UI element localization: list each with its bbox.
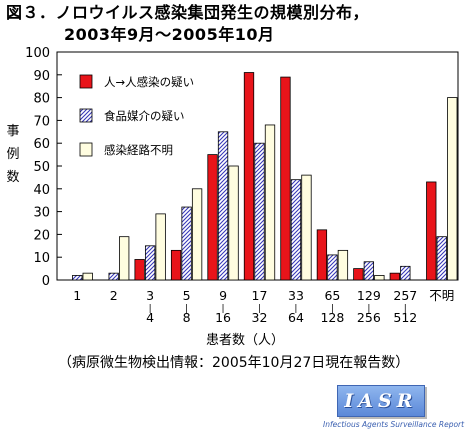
bar-red-6 [280, 76, 291, 281]
bar-red-5 [243, 72, 255, 281]
x-tick-label-2: 32 [252, 310, 268, 325]
bar-hatch-7 [327, 254, 338, 281]
x-range-separator: | [149, 304, 152, 314]
y-tick-label: 90 [33, 69, 50, 84]
legend-label-hatch: 食品媒介の疑い [104, 109, 185, 123]
y-tick-label: 70 [33, 114, 50, 129]
bar-cream-2 [155, 213, 166, 281]
bar-red-7 [316, 229, 328, 281]
bar-hatch-4 [217, 131, 229, 281]
x-tick-label-2: 256 [357, 310, 381, 325]
footnote: （病原微生物検出情報：2005年10月27日現在報告数） [58, 355, 410, 371]
legend-label-cream: 感染経路不明 [104, 143, 173, 157]
x-range-separator: | [222, 304, 225, 314]
bar-hatch-10 [436, 236, 447, 281]
bar-hatch-3 [181, 206, 192, 281]
title-line-1: 図３．ノロウイルス感染集団発生の規模別分布， [6, 3, 370, 22]
bar-red-3 [170, 249, 182, 281]
x-tick-label-2: 64 [288, 310, 304, 325]
x-range-separator: | [294, 304, 297, 314]
y-tick-label: 20 [33, 228, 50, 243]
y-tick-label: 80 [33, 92, 50, 107]
bar-cream-4 [228, 165, 239, 281]
y-tick-label: 0 [42, 274, 50, 289]
bar-hatch-5 [254, 142, 265, 281]
y-tick-label: 40 [33, 183, 50, 198]
x-tick-label: 65 [324, 288, 340, 303]
bar-hatch-6 [290, 179, 302, 281]
x-tick-label: 33 [288, 288, 304, 303]
legend-swatch-hatch [79, 108, 93, 123]
bar-cream-7 [337, 249, 349, 281]
y-axis-label-char: 数 [6, 170, 19, 185]
x-tick-label: 9 [219, 288, 227, 303]
x-tick-label-2: 4 [146, 310, 154, 325]
x-tick-label: 5 [183, 288, 191, 303]
y-tick-label: 30 [33, 206, 50, 221]
x-range-separator: | [404, 304, 407, 314]
bar-red-9 [389, 272, 400, 281]
iasr-logo: IASR [337, 385, 425, 417]
bar-cream-6 [301, 174, 312, 281]
x-tick-label: 1 [73, 288, 81, 303]
bar-cream-3 [191, 188, 203, 281]
logo-text: IASR [344, 390, 418, 412]
legend-swatch-cream [79, 142, 93, 157]
y-tick-label: 60 [33, 137, 50, 152]
x-tick-label-2: 128 [320, 310, 344, 325]
x-tick-label-2: 512 [393, 310, 417, 325]
x-range-separator: | [367, 304, 370, 314]
logo-subtitle: Infectious Agents Surveillance Report [323, 420, 465, 429]
y-tick-label: 100 [25, 46, 50, 61]
y-axis-label-char: 例 [6, 147, 19, 162]
x-tick-label-2: 8 [183, 310, 191, 325]
bar-hatch-8 [363, 261, 375, 281]
bar-hatch-1 [108, 272, 119, 281]
y-tick-label: 10 [33, 251, 50, 266]
x-tick-label-2: 16 [215, 310, 231, 325]
bar-hatch-2 [144, 245, 156, 281]
x-axis-label: 患者数（人） [206, 333, 284, 348]
x-tick-label: 3 [146, 288, 154, 303]
x-range-separator: | [185, 304, 188, 314]
y-axis-label-char: 事 [6, 124, 19, 139]
bar-hatch-9 [400, 265, 411, 281]
bar-red-10 [426, 181, 437, 281]
legend-swatch-red [79, 74, 93, 89]
bar-red-4 [207, 154, 218, 281]
bar-hatch-0 [72, 275, 83, 281]
x-range-separator: | [258, 304, 261, 314]
x-tick-label: 17 [252, 288, 268, 303]
x-tick-label: 129 [357, 288, 381, 303]
chart-title: 図３．ノロウイルス感染集団発生の規模別分布， 2003年9月～2005年10月 [6, 2, 466, 46]
bar-red-2 [134, 259, 145, 281]
x-tick-label: 2 [110, 288, 118, 303]
bar-cream-8 [374, 275, 385, 281]
y-tick-label: 50 [33, 160, 50, 175]
x-range-separator: | [331, 304, 334, 314]
bar-cream-10 [447, 97, 458, 281]
legend-label-red: 人→人感染の疑い [104, 75, 194, 89]
x-tick-label: 不明 [429, 288, 454, 303]
title-line-2: 2003年9月～2005年10月 [64, 25, 275, 44]
bar-red-8 [353, 268, 364, 281]
bar-cream-5 [264, 124, 276, 281]
bar-cream-0 [82, 272, 93, 281]
x-tick-label: 257 [393, 288, 417, 303]
bar-cream-1 [119, 236, 130, 281]
